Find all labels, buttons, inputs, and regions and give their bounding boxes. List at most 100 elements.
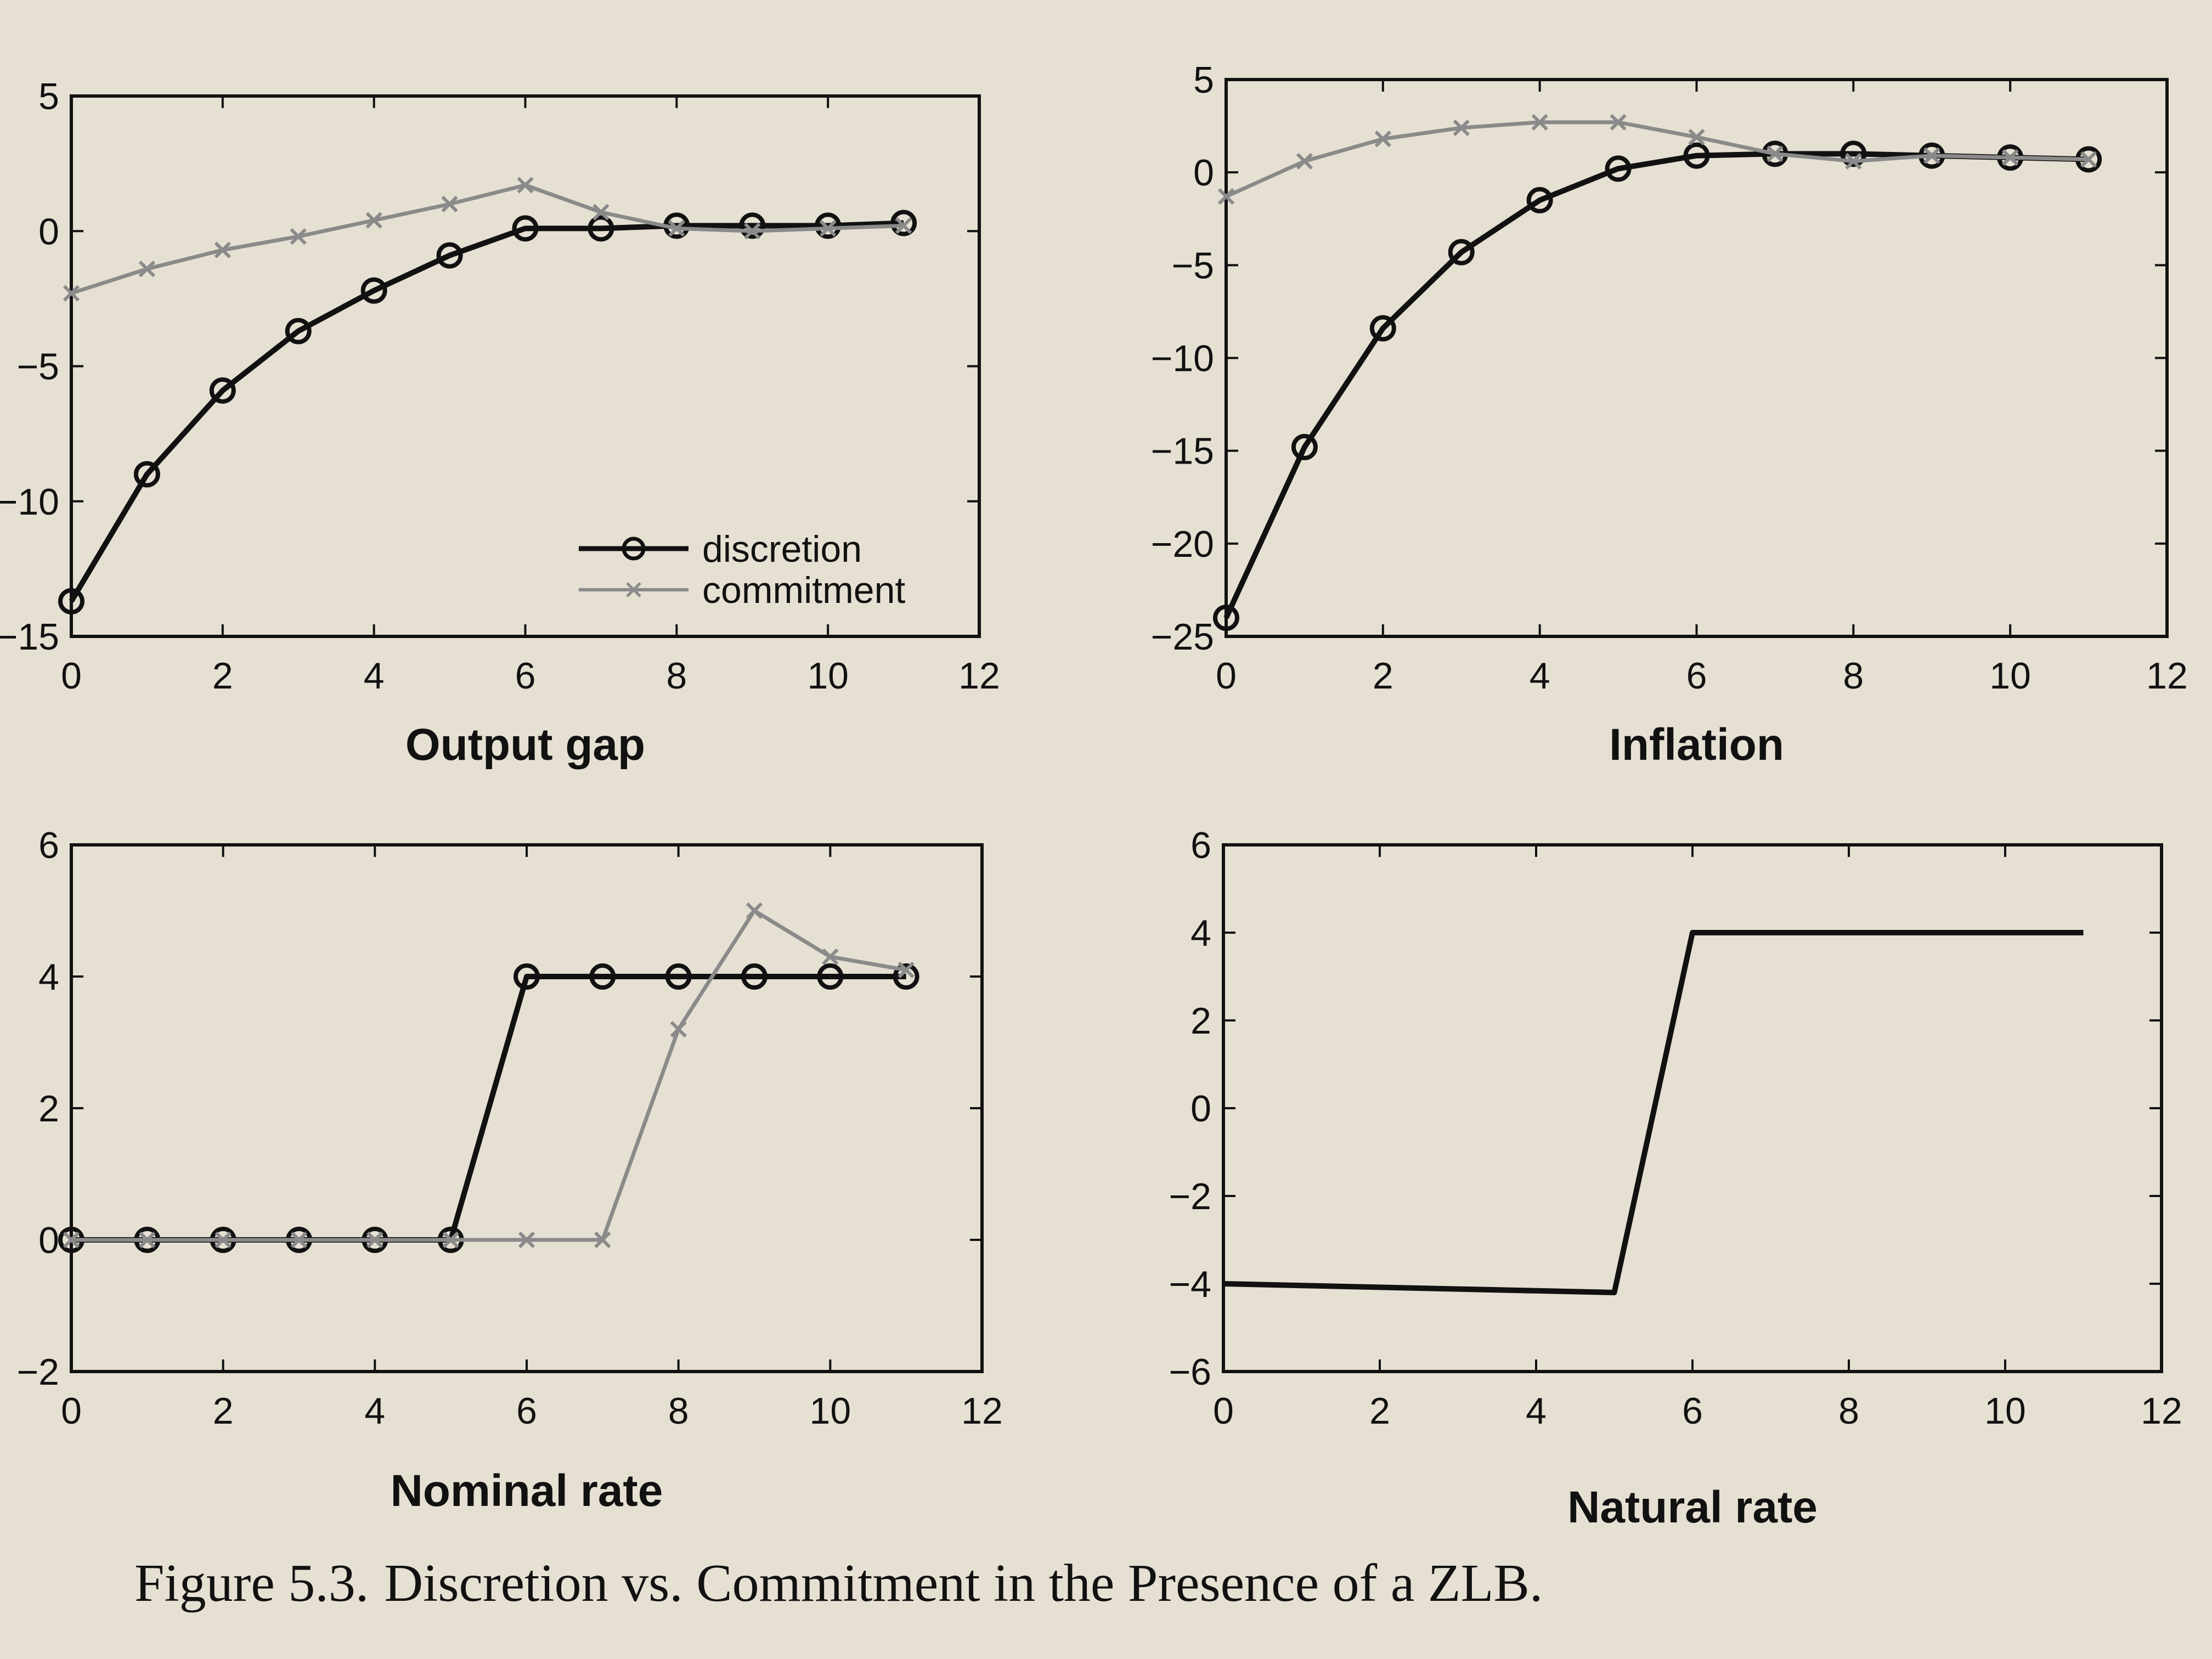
- y-tick-label: −25: [1151, 616, 1214, 658]
- x-tick-label: 6: [515, 655, 536, 697]
- discretion-point: [739, 212, 766, 239]
- commitment-point: [2080, 151, 2097, 168]
- discretion-point: [512, 215, 539, 242]
- figure-caption: Figure 5.3. Discretion vs. Commitment in …: [134, 1553, 1558, 1614]
- discretion-point: [893, 963, 919, 990]
- y-tick-label: 5: [38, 76, 59, 117]
- axis-title: Nominal rate: [391, 1466, 663, 1516]
- x-tick-label: 0: [61, 1390, 82, 1432]
- discretion-point: [665, 963, 692, 990]
- discretion-point: [133, 461, 160, 488]
- discretion-point: [514, 963, 540, 990]
- series-line-commitment: [70, 183, 904, 295]
- y-tick-label: −4: [1169, 1263, 1211, 1305]
- legend-marker-x: [626, 582, 641, 597]
- discretion-point: [58, 588, 84, 614]
- commitment-point: [366, 1231, 383, 1249]
- discretion-point: [817, 963, 844, 990]
- x-tick-label: 2: [1369, 1390, 1390, 1432]
- commitment-point: [290, 1231, 308, 1249]
- legend-label: discretion: [702, 528, 862, 570]
- discretion-point: [436, 242, 463, 269]
- discretion-point: [588, 215, 614, 242]
- y-tick-label: 2: [1190, 1000, 1211, 1042]
- chart-output-gap: 0 2 4 6 8 10 12 −15 −10 −5 0 5 Output gap discretionc…: [0, 76, 1000, 770]
- y-tick-label: 4: [38, 956, 59, 998]
- y-tick-label: 0: [1193, 152, 1214, 194]
- commitment-point: [442, 1231, 459, 1249]
- y-tick-label: 6: [1190, 825, 1211, 866]
- plot-frame: [1224, 78, 2169, 638]
- commitment-point: [746, 902, 763, 919]
- discretion-point: [1213, 605, 1239, 631]
- discretion-point: [209, 377, 236, 404]
- y-tick-label: 0: [38, 211, 59, 252]
- axis-title: Inflation: [1609, 720, 1784, 770]
- commitment-point: [898, 961, 915, 979]
- discretion-point: [1683, 142, 1710, 169]
- x-tick-label: 6: [1682, 1390, 1703, 1432]
- x-tick-label: 4: [364, 655, 385, 697]
- commitment-point: [138, 261, 156, 278]
- discretion-point: [1291, 433, 1318, 460]
- x-tick-label: 12: [958, 655, 1000, 697]
- y-tick-label: −15: [0, 616, 59, 658]
- discretion-point: [890, 210, 917, 236]
- series-line-discretion: [71, 974, 906, 1243]
- x-tick-label: 2: [1373, 655, 1393, 697]
- y-tick-label: −10: [0, 481, 59, 523]
- x-tick-label: 8: [668, 1390, 689, 1432]
- commitment-point: [1845, 153, 1862, 170]
- commitment-point: [820, 220, 837, 237]
- discretion-point: [1605, 155, 1632, 182]
- discretion-point: [741, 963, 768, 990]
- x-tick-label: 0: [61, 655, 82, 697]
- commitment-point: [441, 195, 458, 213]
- commitment-point: [1374, 131, 1391, 148]
- x-tick-label: 4: [1530, 655, 1550, 697]
- discretion-point: [1840, 140, 1867, 167]
- discretion-point: [1369, 315, 1396, 342]
- y-tick-label: −5: [1171, 245, 1214, 286]
- y-tick-label: 2: [38, 1088, 59, 1130]
- discretion-point: [589, 963, 616, 990]
- commitment-point: [214, 241, 231, 258]
- discretion-point: [1448, 239, 1475, 266]
- x-tick-label: 4: [364, 1390, 385, 1432]
- discretion-point: [815, 212, 842, 239]
- y-tick-label: −10: [1151, 338, 1214, 380]
- commitment-point: [822, 948, 839, 966]
- series-line-commitment: [1225, 120, 2089, 199]
- figure-caption-label: Figure 5.3.: [134, 1554, 369, 1613]
- chart-natural-rate: 0 2 4 6 8 10 12 −6 −4 −2 0 2 4 6 Natural rate: [1169, 825, 2182, 1532]
- commitment-point: [592, 204, 610, 221]
- commitment-point: [1767, 145, 1784, 162]
- commitment-point: [594, 1231, 611, 1249]
- y-tick-label: −2: [1169, 1176, 1211, 1217]
- commitment-point: [63, 1231, 80, 1249]
- series-line-commitment: [71, 909, 907, 1242]
- discretion-point: [285, 318, 312, 345]
- x-tick-label: 8: [1838, 1390, 1859, 1432]
- x-tick-label: 4: [1526, 1390, 1547, 1432]
- commitment-point: [518, 1231, 535, 1249]
- y-tick-label: −20: [1151, 523, 1214, 565]
- commitment-point: [365, 212, 382, 229]
- commitment-point: [744, 223, 761, 240]
- commitment-point: [1453, 119, 1470, 137]
- series-line-discretion: [1223, 151, 2089, 619]
- commitment-point: [668, 220, 685, 237]
- x-tick-label: 12: [2141, 1390, 2182, 1432]
- commitment-point: [139, 1231, 156, 1249]
- legend-label: commitment: [702, 569, 905, 611]
- x-tick-label: 6: [1686, 655, 1707, 697]
- x-tick-label: 2: [212, 655, 233, 697]
- y-tick-label: 0: [38, 1220, 59, 1261]
- commitment-point: [1217, 188, 1235, 205]
- commitment-point: [517, 177, 534, 194]
- commitment-point: [1531, 114, 1548, 131]
- y-tick-label: 5: [1193, 59, 1214, 101]
- x-tick-label: 12: [2146, 655, 2188, 697]
